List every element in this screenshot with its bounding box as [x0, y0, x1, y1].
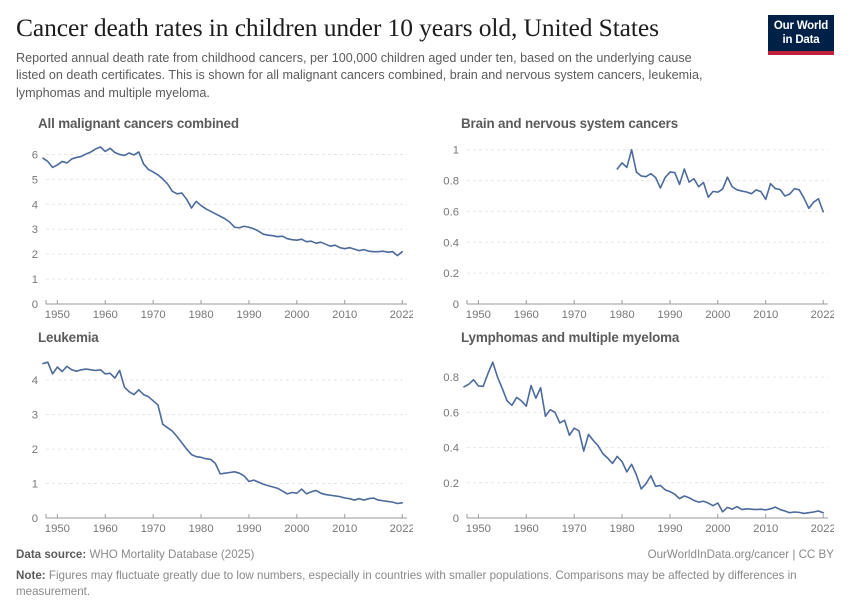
x-tick-label: 2000: [705, 309, 730, 321]
x-tick-label: 1990: [657, 523, 682, 535]
y-tick-label: 0: [453, 513, 459, 525]
x-tick-label: 1950: [45, 523, 70, 535]
panel-title: All malignant cancers combined: [38, 116, 239, 132]
y-tick-label: 5: [32, 175, 38, 187]
plot-area[interactable]: 0 1 2 3 4 5 6 1950 1960 1970 1980 1990 2000 2010 2022: [16, 134, 413, 324]
y-tick-label: 0.6: [443, 408, 459, 420]
x-tick-label: 1980: [609, 309, 634, 321]
chart-panel-grid: All malignant cancers combined 0 1 2 3 4 5 6 19…: [16, 116, 834, 538]
owid-link[interactable]: OurWorldInData.org/cancer | CC BY: [647, 548, 834, 562]
page-subtitle: Reported annual death rate from childhoo…: [16, 50, 703, 101]
y-tick-label: 0.8: [443, 176, 459, 188]
footer-note-value: Figures may fluctuate greatly due to low…: [16, 569, 797, 599]
chart-svg: 0 0.2 0.4 0.6 0.8 1950 1960 1970 1980 1990 2000 201…: [443, 361, 834, 535]
x-tick-label: 1950: [466, 523, 491, 535]
x-tick-label: 2010: [332, 523, 357, 535]
panel-title: Lymphomas and multiple myeloma: [461, 330, 680, 346]
owid-logo-line2: in Data: [782, 33, 820, 46]
panel-title: Leukemia: [38, 330, 99, 346]
plot-area[interactable]: 0 0.2 0.4 0.6 0.8 1 1950 1960 1970 1980 1990 2000 20…: [437, 134, 834, 324]
x-tick-label: 2010: [753, 523, 778, 535]
y-tick-label: 3: [32, 224, 38, 236]
y-tick-label: 0.8: [443, 372, 459, 384]
y-tick-label: 2: [32, 444, 38, 456]
x-tick-label: 1950: [45, 309, 70, 321]
x-tick-label: 2010: [753, 309, 778, 321]
x-tick-label: 1970: [562, 309, 587, 321]
chart-svg: 0 0.2 0.4 0.6 0.8 1 1950 1960 1970 1980 1990 2000 20…: [443, 145, 834, 321]
x-tick-label: 2000: [284, 523, 309, 535]
owid-logo[interactable]: Our World in Data: [768, 15, 834, 56]
footer-note-label: Note:: [16, 569, 46, 583]
y-tick-label: 0.6: [443, 207, 459, 219]
header-text: Cancer death rates in children under 10 …: [16, 13, 768, 103]
data-source-label: Data source:: [16, 548, 87, 562]
y-tick-label: 0.2: [443, 268, 459, 280]
y-tick-label: 0: [32, 299, 38, 311]
x-tick-label: 1990: [657, 309, 682, 321]
x-tick-label: 2022: [811, 523, 834, 535]
x-tick-label: 1960: [514, 309, 539, 321]
x-tick-label: 1980: [188, 523, 213, 535]
x-tick-label: 1990: [236, 523, 261, 535]
x-tick-label: 1980: [188, 309, 213, 321]
y-tick-label: 6: [32, 150, 38, 162]
page-title: Cancer death rates in children under 10 …: [16, 13, 659, 42]
series-line: [616, 149, 825, 213]
y-tick-label: 0.2: [443, 478, 459, 490]
footer-note: Note: Figures may fluctuate greatly due …: [16, 568, 806, 600]
panel-leukemia: Leukemia 0 1 2 3 4 1950 1960 1970 1980 1990 2000 20…: [16, 330, 413, 538]
x-tick-label: 1960: [93, 309, 118, 321]
panel-brain-nervous-system-cancers: Brain and nervous system cancers 0 0.2 0.4…: [437, 116, 834, 324]
y-tick-label: 0.4: [443, 443, 459, 455]
y-tick-label: 4: [32, 375, 38, 387]
y-tick-label: 0.4: [443, 237, 459, 249]
x-tick-label: 2000: [284, 309, 309, 321]
x-tick-label: 2022: [811, 309, 834, 321]
panel-title: Brain and nervous system cancers: [461, 116, 678, 132]
series-line: [42, 146, 404, 257]
chart-svg: 0 1 2 3 4 1950 1960 1970 1980 1990 2000 2010 2022: [32, 361, 413, 535]
y-tick-label: 0: [32, 513, 38, 525]
y-tick-label: 1: [32, 479, 38, 491]
y-tick-label: 1: [32, 274, 38, 286]
panel-lymphomas-multiple-myeloma: Lymphomas and multiple myeloma 0 0.2 0.4 0.…: [437, 330, 834, 538]
y-tick-label: 4: [32, 199, 38, 211]
series-line: [42, 361, 404, 505]
owid-logo-line1: Our World: [773, 20, 829, 32]
chart-svg: 0 1 2 3 4 5 6 1950 1960 1970 1980 1990 2000 2010 2022: [32, 146, 413, 321]
y-tick-label: 2: [32, 249, 38, 261]
x-tick-label: 2022: [390, 309, 413, 321]
plot-area[interactable]: 0 1 2 3 4 1950 1960 1970 1980 1990 2000 2010 2022: [16, 348, 413, 538]
plot-area[interactable]: 0 0.2 0.4 0.6 0.8 1950 1960 1970 1980 1990 2000 201…: [437, 348, 834, 538]
y-tick-label: 1: [453, 145, 459, 157]
data-source-value: WHO Mortality Database (2025): [89, 548, 255, 562]
series-line: [463, 361, 825, 515]
x-tick-label: 1970: [562, 523, 587, 535]
x-tick-label: 1960: [93, 523, 118, 535]
footer: Data source: WHO Mortality Database (202…: [16, 539, 834, 600]
x-tick-label: 2022: [390, 523, 413, 535]
x-tick-label: 1970: [141, 309, 166, 321]
header: Cancer death rates in children under 10 …: [16, 13, 834, 103]
x-tick-label: 1980: [609, 523, 634, 535]
x-tick-label: 1990: [236, 309, 261, 321]
panel-all-malignant-cancers: All malignant cancers combined 0 1 2 3 4 5 6 19…: [16, 116, 413, 324]
data-source: Data source: WHO Mortality Database (202…: [16, 548, 254, 561]
footer-source-row: Data source: WHO Mortality Database (202…: [16, 548, 834, 561]
y-tick-label: 3: [32, 410, 38, 422]
x-tick-label: 1950: [466, 309, 491, 321]
x-tick-label: 2000: [705, 523, 730, 535]
x-tick-label: 2010: [332, 309, 357, 321]
x-tick-label: 1970: [141, 523, 166, 535]
x-tick-label: 1960: [514, 523, 539, 535]
y-tick-label: 0: [453, 299, 459, 311]
